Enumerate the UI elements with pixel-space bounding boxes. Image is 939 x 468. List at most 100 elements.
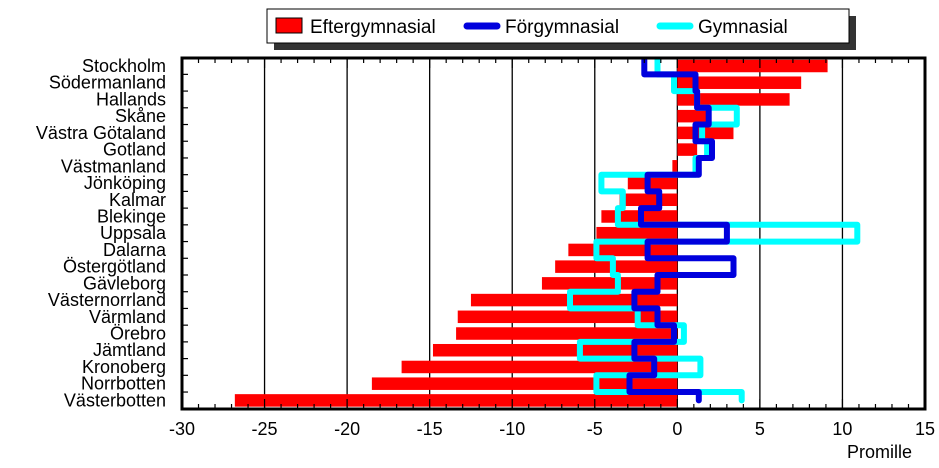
x-tick-label: 15 <box>915 419 935 439</box>
x-tick-label: -5 <box>587 419 603 439</box>
legend-label-förgymnasial: Förgymnasial <box>505 17 619 38</box>
series-förgymnasial <box>626 57 737 404</box>
bar <box>672 160 678 173</box>
category-label: Kronoberg <box>82 357 166 377</box>
plot-border <box>180 56 927 411</box>
category-label: Jönköping <box>84 173 166 193</box>
point <box>734 114 739 119</box>
x-tick-label: -10 <box>499 419 525 439</box>
point <box>693 130 698 135</box>
point <box>577 348 582 353</box>
point <box>594 247 599 252</box>
point <box>620 197 625 202</box>
category-label: Dalarna <box>103 240 167 260</box>
point <box>642 64 647 68</box>
point <box>635 314 640 319</box>
category-labels: StockholmSödermanlandHallandsSkåneVästra… <box>36 56 167 410</box>
point <box>610 264 615 269</box>
point <box>724 231 729 236</box>
category-label: Norrbotten <box>81 374 166 394</box>
point <box>855 231 860 236</box>
point <box>700 130 705 135</box>
legend-swatch-eftergymnasial <box>275 17 303 34</box>
bar <box>568 243 678 257</box>
bar <box>457 310 678 324</box>
point <box>706 114 711 119</box>
x-tick-label: -15 <box>417 419 443 439</box>
point <box>655 314 660 319</box>
x-axis: -30 -25 -20 -15 -10 -5 0 5 10 15 <box>169 419 935 439</box>
point <box>696 164 701 169</box>
point <box>710 147 715 152</box>
bar <box>677 76 802 89</box>
category-label: Södermanland <box>49 73 166 93</box>
point <box>652 364 657 369</box>
series-gymnasial <box>567 57 861 404</box>
bar <box>456 327 678 340</box>
bar <box>677 59 828 73</box>
point <box>681 331 686 336</box>
line-series <box>567 57 861 404</box>
bar <box>371 377 678 390</box>
category-label: Värmland <box>89 307 166 327</box>
legend-box <box>266 8 850 44</box>
category-label: Skåne <box>115 106 166 126</box>
point <box>693 80 698 85</box>
point <box>627 381 632 386</box>
point <box>657 197 662 202</box>
point <box>632 348 637 353</box>
category-label: Blekinge <box>97 206 166 226</box>
bar-series <box>234 59 828 407</box>
x-tick-label: -25 <box>252 419 278 439</box>
point <box>672 331 677 336</box>
point <box>696 398 701 403</box>
bar <box>677 109 708 123</box>
category-label: Hallands <box>96 89 166 109</box>
plot-frame <box>180 56 927 411</box>
point <box>705 147 710 152</box>
x-tick-label: 0 <box>672 419 682 439</box>
point <box>739 398 744 403</box>
point <box>599 181 604 186</box>
category-label: Gävleborg <box>83 273 166 293</box>
point <box>615 281 620 286</box>
bar <box>555 260 678 273</box>
bar <box>677 93 790 106</box>
bar <box>627 176 678 190</box>
point <box>639 214 644 219</box>
category-label: Östergötland <box>63 257 166 277</box>
x-axis-label: Promille <box>847 442 912 462</box>
point <box>568 298 573 303</box>
bar <box>432 343 678 357</box>
category-label: Jämtland <box>93 340 166 360</box>
bar <box>677 126 734 140</box>
point <box>645 247 650 252</box>
category-label: Västra Götaland <box>36 123 166 143</box>
bar <box>234 394 678 407</box>
point <box>731 264 736 269</box>
point <box>672 80 677 85</box>
point <box>655 64 660 68</box>
category-label: Västernorrland <box>48 290 166 310</box>
x-tick-label: -20 <box>334 419 360 439</box>
point <box>695 97 700 102</box>
bar <box>677 143 698 156</box>
category-label: Uppsala <box>100 223 167 243</box>
x-tick-label: 10 <box>832 419 852 439</box>
category-label: Gotland <box>103 140 166 160</box>
point <box>655 281 660 286</box>
point <box>615 214 620 219</box>
bar <box>470 293 678 307</box>
point <box>632 298 637 303</box>
legend-label-eftergymnasial: Eftergymnasial <box>310 17 436 38</box>
category-label: Stockholm <box>82 56 166 76</box>
category-label: Västmanland <box>61 156 166 176</box>
point <box>698 364 703 369</box>
legend-label-gymnasial: Gymnasial <box>698 17 788 38</box>
point <box>645 181 650 186</box>
category-label: Kalmar <box>109 190 166 210</box>
legend: Eftergymnasial Förgymnasial Gymnasial <box>266 8 856 50</box>
point <box>594 381 599 386</box>
x-tick-label: -30 <box>169 419 195 439</box>
